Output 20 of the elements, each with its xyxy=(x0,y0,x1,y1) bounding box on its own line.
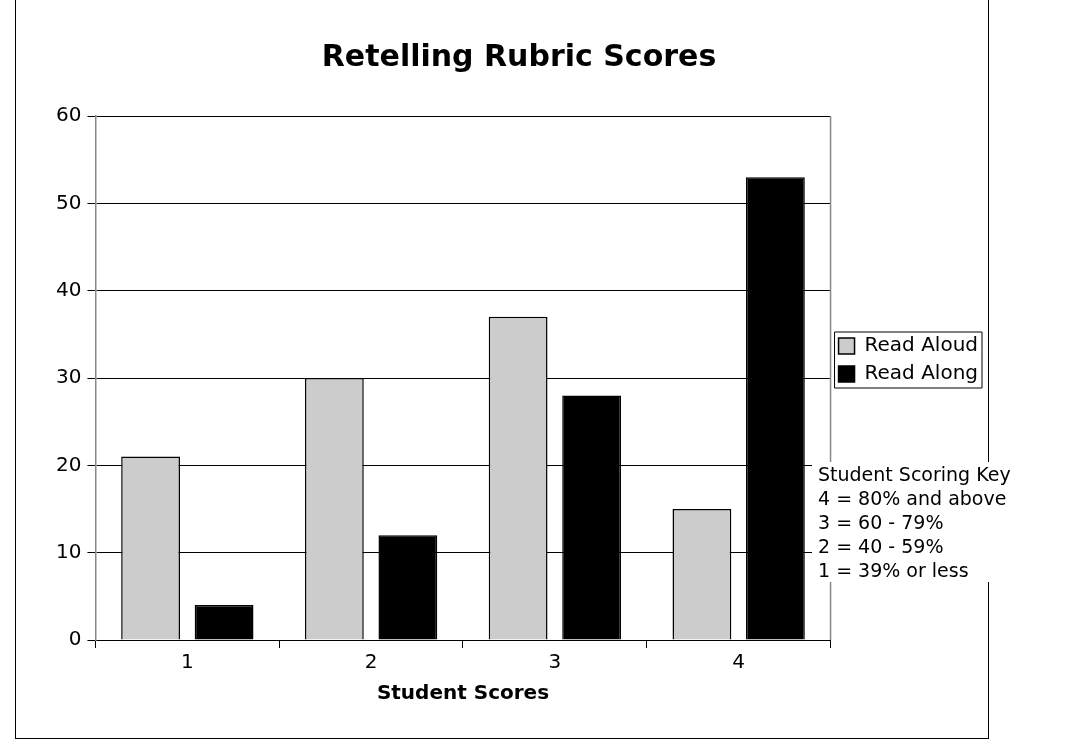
annotation: 3 = 60 - 79% xyxy=(818,510,945,534)
chart-title: Retelling Rubric Scores xyxy=(321,37,717,73)
y-tick-label: 30 xyxy=(56,364,82,389)
y-tick-label: 50 xyxy=(56,189,82,214)
legend-label: Read Aloud xyxy=(864,332,979,357)
y-tick-label: 10 xyxy=(56,538,82,563)
x-tick-label: 3 xyxy=(548,649,562,674)
annotation: 2 = 40 - 59% xyxy=(818,534,945,558)
x-tick-label: 1 xyxy=(180,649,194,674)
x-tick-label: 4 xyxy=(732,649,746,674)
legend-label: Read Along xyxy=(864,360,979,385)
annotation: 1 = 39% or less xyxy=(818,558,970,582)
y-tick-label: 0 xyxy=(68,626,82,651)
annotation: Student Scoring Key xyxy=(818,462,1011,486)
y-tick-label: 20 xyxy=(56,451,82,476)
y-tick-label: 60 xyxy=(56,102,82,127)
x-tick-label: 2 xyxy=(364,649,378,674)
annotation: 4 = 80% and above xyxy=(818,486,1008,510)
y-tick-label: 40 xyxy=(56,276,82,301)
x-axis-title: Student Scores xyxy=(376,680,550,705)
